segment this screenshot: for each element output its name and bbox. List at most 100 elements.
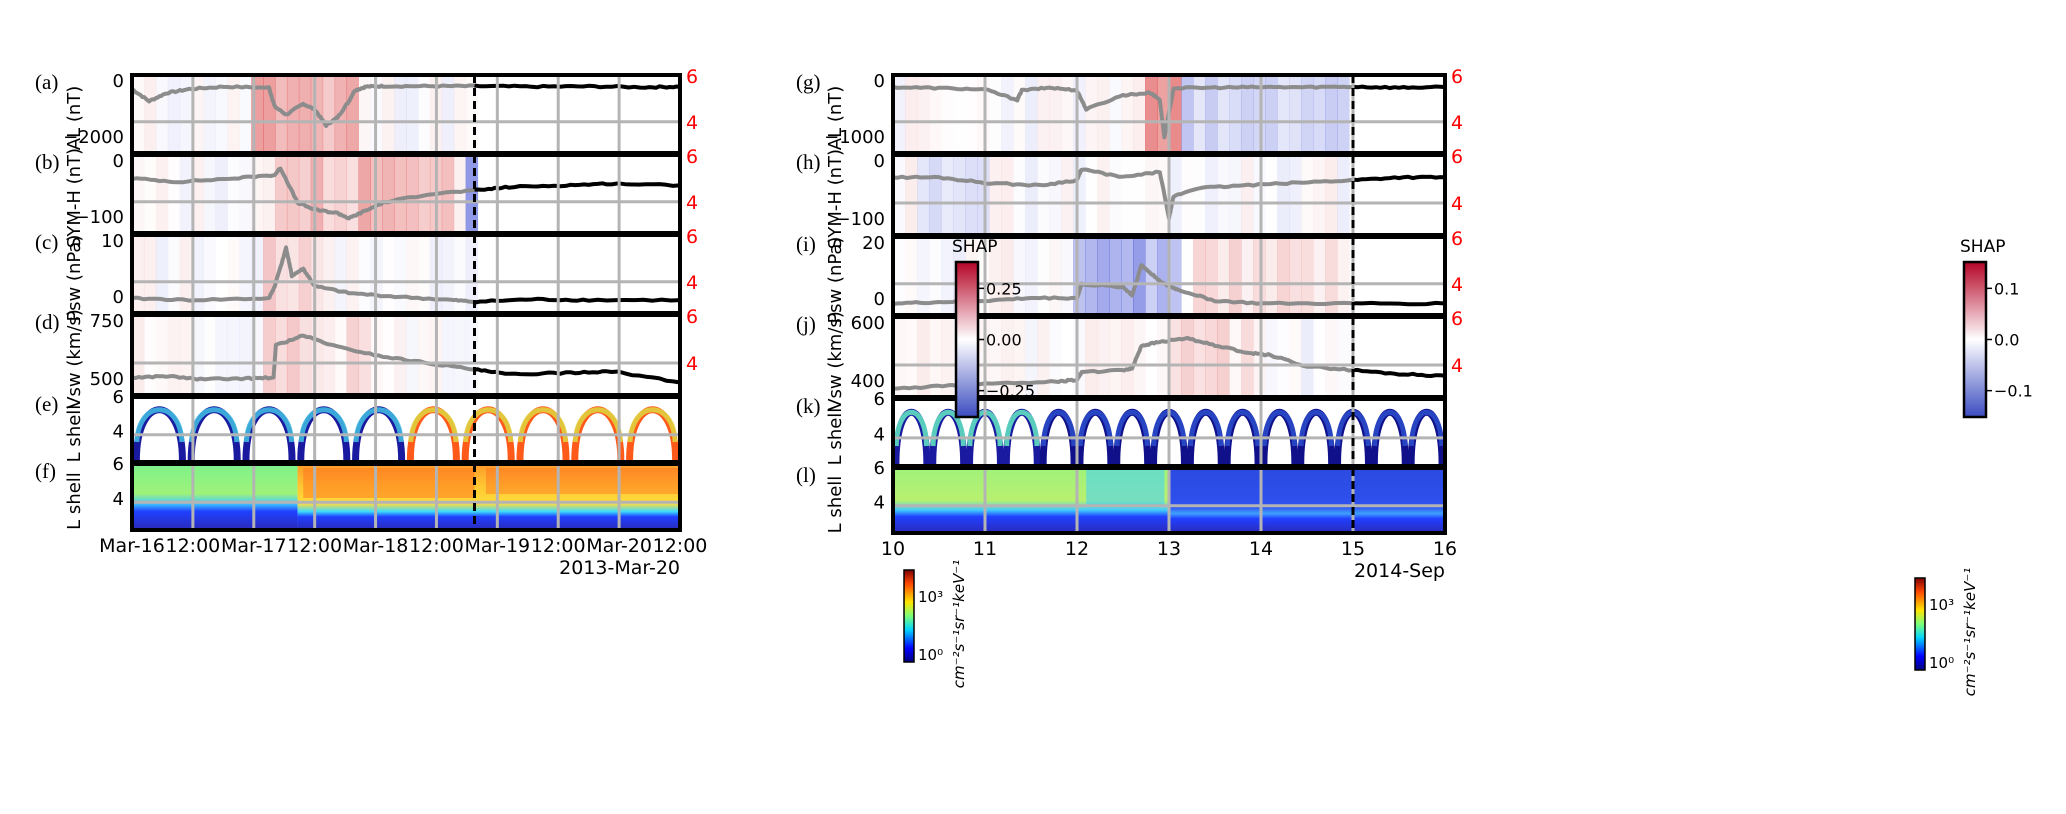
flux-colorbar — [903, 569, 915, 663]
right-series-2-observed — [892, 263, 1354, 307]
left-xtick: Mar-16 — [99, 535, 165, 557]
shap-colorbar-label: −0.25 — [986, 382, 1035, 401]
left-right-tick: 6 — [686, 66, 698, 88]
left-panel-letter: (b) — [35, 150, 60, 174]
right-xtick: 10 — [881, 538, 905, 560]
left-right-tick: 4 — [686, 192, 698, 214]
left-panel-letter: (f) — [35, 459, 56, 483]
right-right-tick: 4 — [1451, 112, 1463, 134]
right-panel-letter: (k) — [796, 394, 821, 418]
right-ytick: −1000 — [824, 127, 885, 148]
shap-colorbar — [954, 260, 980, 419]
left-right-tick: 4 — [686, 112, 698, 134]
left-series-0-forecast — [474, 83, 681, 90]
left-series-0-observed — [130, 83, 475, 128]
left-panel-letter: (c) — [35, 230, 58, 254]
left-right-tick: 4 — [686, 353, 698, 375]
right-ylabel: SYM-H (nT) — [825, 149, 846, 249]
left-ytick: 6 — [113, 387, 124, 408]
left-ytick: 10 — [101, 231, 124, 252]
left-xtick: Mar-19 — [464, 535, 530, 557]
right-xtick: 14 — [1249, 538, 1273, 560]
right-panel-letter: (l) — [796, 463, 816, 487]
right-ytick: 4 — [874, 492, 885, 513]
left-ytick: −100 — [75, 207, 124, 228]
left-xtick: 12:00 — [409, 535, 464, 557]
right-orbit-tracks — [892, 409, 1446, 465]
right-xtick: 11 — [973, 538, 997, 560]
left-xtick: Mar-18 — [343, 535, 409, 557]
right-ytick: 400 — [851, 371, 885, 392]
left-ylabel: L shell — [64, 472, 85, 530]
right-ytick: −100 — [836, 209, 885, 230]
right-series-2-forecast — [1352, 300, 1446, 307]
right-ylabel: L shell — [825, 476, 846, 534]
right-series-1-observed — [892, 167, 1354, 221]
right-ylabel: Vsw (km/s) — [825, 311, 846, 411]
shap-colorbar-label: 0.0 — [1994, 331, 2019, 350]
right-ytick: 0 — [874, 151, 885, 172]
left-ytick: 500 — [90, 369, 124, 390]
right-xtick: 15 — [1341, 538, 1365, 560]
right-ylabel: Psw (nPa) — [825, 237, 846, 324]
right-shap-background-2 — [917, 237, 1350, 315]
right-right-tick: 6 — [1451, 228, 1463, 250]
left-ylabel: Vsw (km/s) — [64, 309, 85, 409]
left-panel-frame-5 — [130, 462, 682, 532]
left-series-3-forecast — [474, 367, 681, 385]
left-panel-letter: (a) — [35, 70, 58, 94]
shap-colorbar-title: SHAP — [952, 237, 997, 257]
right-xtick: 13 — [1157, 538, 1181, 560]
right-ytick: 20 — [862, 233, 885, 254]
flux-colorbar-label: 10³ — [1929, 596, 1954, 614]
left-ytick: 4 — [113, 489, 124, 510]
right-ytick: 0 — [874, 289, 885, 310]
right-panel-letter: (h) — [796, 150, 821, 174]
left-series-3-observed — [131, 333, 475, 382]
right-ytick: 0 — [874, 71, 885, 92]
shap-colorbar-label: −0.1 — [1994, 382, 2033, 401]
shap-colorbar-label: 0.1 — [1994, 279, 2019, 298]
right-right-tick: 4 — [1451, 355, 1463, 377]
right-flux-spectrogram — [893, 468, 1445, 533]
flux-colorbar-label: 10³ — [918, 588, 943, 606]
right-series-3-forecast — [1352, 367, 1446, 378]
left-flux-spectrogram — [132, 464, 680, 530]
left-xtick: Mar-20 — [586, 535, 652, 557]
right-shap-background-1 — [905, 155, 1350, 235]
right-right-tick: 6 — [1451, 66, 1463, 88]
left-ylabel: AL (nT) — [64, 86, 85, 151]
left-ytick: 0 — [113, 287, 124, 308]
left-ylabel: SYM-H (nT) — [64, 148, 85, 248]
left-right-tick: 6 — [686, 226, 698, 248]
left-ytick: 0 — [113, 151, 124, 172]
left-panel-letter: (e) — [35, 392, 58, 416]
left-xtick: 12:00 — [653, 535, 708, 557]
shap-colorbar-title: SHAP — [1960, 237, 2005, 257]
shap-colorbar-label: 0.00 — [986, 331, 1022, 350]
left-xtick: 12:00 — [287, 535, 342, 557]
left-ytick: 4 — [113, 421, 124, 442]
left-ylabel: L shell — [64, 405, 85, 463]
left-panel-letter: (d) — [35, 310, 60, 334]
right-ytick: 600 — [851, 313, 885, 334]
right-xtick: 16 — [1433, 538, 1457, 560]
right-right-tick: 6 — [1451, 146, 1463, 168]
right-panel-letter: (i) — [796, 232, 816, 256]
left-series-2-observed — [131, 245, 476, 305]
right-ylabel: AL (nT) — [825, 86, 846, 151]
left-xtick: 12:00 — [166, 535, 221, 557]
flux-colorbar-unit: cm⁻²s⁻¹sr⁻¹keV⁻¹ — [1961, 568, 1979, 697]
right-right-tick: 4 — [1451, 193, 1463, 215]
flux-colorbar — [1914, 577, 1926, 671]
left-series-1-forecast — [474, 181, 681, 192]
right-xtick: 12 — [1065, 538, 1089, 560]
right-panel-letter: (j) — [796, 312, 816, 336]
left-right-tick: 4 — [686, 272, 698, 294]
left-ytick: 0 — [113, 71, 124, 92]
right-ylabel: L shell — [825, 408, 846, 466]
right-ytick: 6 — [874, 389, 885, 410]
left-ytick: 6 — [113, 454, 124, 475]
left-shap-background-3 — [132, 315, 479, 395]
